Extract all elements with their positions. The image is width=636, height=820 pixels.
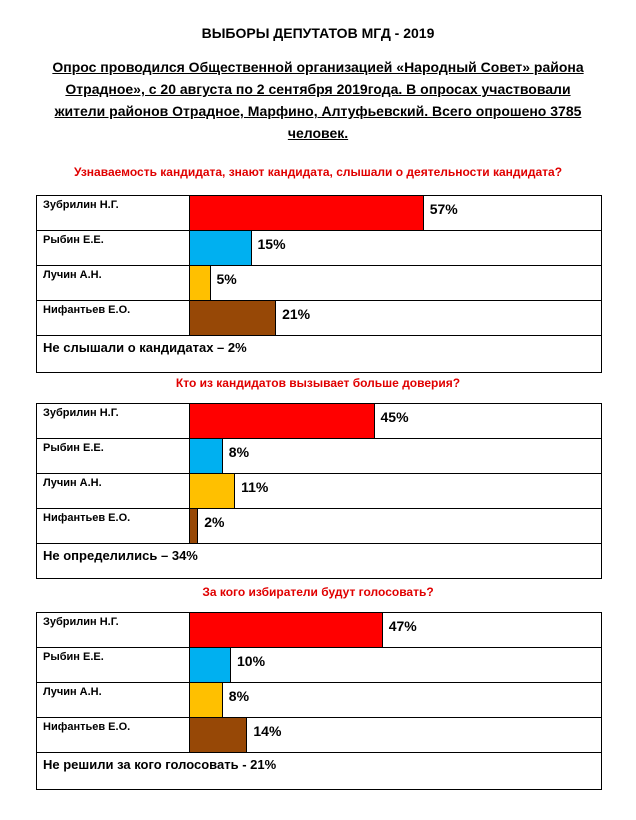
value-label: 57% — [429, 201, 458, 217]
bar-area: 14% — [190, 718, 601, 752]
value-label: 47% — [388, 618, 417, 634]
table-row: Нифантьев Е.О. 2% — [37, 509, 601, 544]
value-label: 21% — [282, 306, 311, 322]
table-row: Зубрилин Н.Г. 57% — [37, 196, 601, 231]
bar-area: 11% — [190, 474, 601, 508]
bar-nifantiev — [190, 301, 277, 335]
bar-rybin — [190, 231, 252, 265]
candidate-name: Лучин А.Н. — [37, 266, 190, 300]
table-row: Рыбин Е.Е. 10% — [37, 648, 601, 683]
table-row: Нифантьев Е.О. 21% — [37, 301, 601, 336]
bar-luchin — [190, 266, 211, 300]
value-label: 2% — [204, 514, 225, 530]
chart-table-1: Зубрилин Н.Г. 57% Рыбин Е.Е. 15% Лучин А… — [36, 195, 602, 373]
bar-area: 47% — [190, 613, 601, 647]
bar-area: 8% — [190, 683, 601, 717]
candidate-name: Лучин А.Н. — [37, 474, 190, 508]
value-label: 8% — [228, 444, 250, 460]
candidate-name: Лучин А.Н. — [37, 683, 190, 717]
bar-zubrilin — [190, 613, 383, 647]
bar-area: 2% — [190, 509, 601, 543]
candidate-name: Нифантьев Е.О. — [37, 301, 190, 335]
value-label: 8% — [228, 688, 250, 704]
document-title: ВЫБОРЫ ДЕПУТАТОВ МГД - 2019 — [201, 25, 435, 41]
table-row: Зубрилин Н.Г. 45% — [37, 404, 601, 439]
bar-area: 57% — [190, 196, 601, 230]
bar-area: 21% — [190, 301, 601, 335]
bar-rybin — [190, 439, 223, 473]
table-row: Лучин А.Н. 8% — [37, 683, 601, 718]
table-row: Рыбин Е.Е. 8% — [37, 439, 601, 474]
candidate-name: Нифантьев Е.О. — [37, 509, 190, 543]
table-row: Рыбин Е.Е. 15% — [37, 231, 601, 266]
bar-luchin — [190, 474, 236, 508]
table-row: Нифантьев Е.О. 14% — [37, 718, 601, 753]
chart-table-3: Зубрилин Н.Г. 47% Рыбин Е.Е. 10% Лучин А… — [36, 612, 602, 790]
value-label: 5% — [216, 271, 237, 287]
value-label: 15% — [257, 236, 286, 252]
bar-area: 45% — [190, 404, 601, 438]
table-footer: Не определились – 34% — [43, 548, 198, 563]
candidate-name: Рыбин Е.Е. — [37, 439, 190, 473]
candidate-name: Зубрилин Н.Г. — [37, 613, 190, 647]
candidate-name: Зубрилин Н.Г. — [37, 196, 190, 230]
question-2: Кто из кандидатов вызывает больше довери… — [175, 376, 461, 390]
bar-area: 5% — [190, 266, 601, 300]
candidate-name: Рыбин Е.Е. — [37, 231, 190, 265]
bar-area: 15% — [190, 231, 601, 265]
value-label: 14% — [253, 723, 282, 739]
table-footer: Не решили за кого голосовать - 21% — [43, 757, 277, 772]
bar-luchin — [190, 683, 223, 717]
bar-area: 8% — [190, 439, 601, 473]
bar-nifantiev — [190, 509, 199, 543]
table-row: Зубрилин Н.Г. 47% — [37, 613, 601, 648]
table-footer: Не слышали о кандидатах – 2% — [43, 340, 247, 355]
table-row: Лучин А.Н. 5% — [37, 266, 601, 301]
question-1: Узнаваемость кандидата, знают кандидата,… — [73, 165, 563, 179]
bar-rybin — [190, 648, 231, 682]
bar-zubrilin — [190, 196, 424, 230]
value-label: 10% — [237, 653, 266, 669]
bar-nifantiev — [190, 718, 248, 752]
survey-intro: Опрос проводился Общественной организаци… — [52, 59, 584, 141]
candidate-name: Нифантьев Е.О. — [37, 718, 190, 752]
candidate-name: Зубрилин Н.Г. — [37, 404, 190, 438]
bar-zubrilin — [190, 404, 375, 438]
value-label: 11% — [241, 479, 269, 495]
value-label: 45% — [380, 409, 409, 425]
chart-table-2: Зубрилин Н.Г. 45% Рыбин Е.Е. 8% Лучин А.… — [36, 403, 602, 579]
table-row: Лучин А.Н. 11% — [37, 474, 601, 509]
candidate-name: Рыбин Е.Е. — [37, 648, 190, 682]
bar-area: 10% — [190, 648, 601, 682]
question-3: За кого избиратели будут голосовать? — [202, 585, 434, 599]
